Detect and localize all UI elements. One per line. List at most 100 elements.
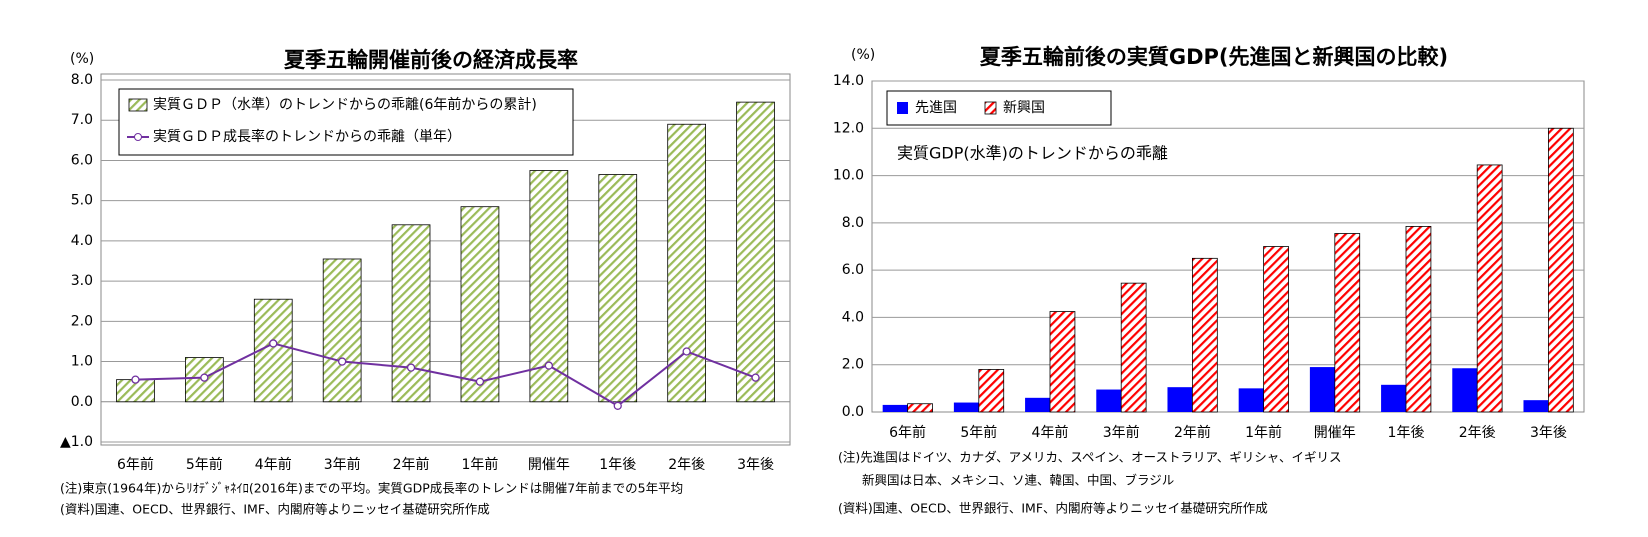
bar xyxy=(1334,233,1361,413)
y-tick-label: 0.0 xyxy=(71,394,93,410)
unit-label: (%) xyxy=(851,47,875,63)
bar xyxy=(598,174,638,403)
x-tick-label: 5年前 xyxy=(186,456,223,473)
legend-swatch xyxy=(134,133,142,141)
bar xyxy=(1167,387,1193,412)
line-marker xyxy=(406,363,416,372)
y-tick-label: 4.0 xyxy=(842,309,864,325)
x-tick-label: 1年後 xyxy=(599,457,636,473)
x-tick-label: 1年前 xyxy=(1245,424,1282,441)
legend-label: 実質ＧＤＰ（水準）のトレンドからの乖離(6年前からの累計) xyxy=(153,96,537,113)
line-marker xyxy=(544,361,553,370)
bar xyxy=(1096,389,1122,412)
bar xyxy=(460,206,500,403)
bar xyxy=(1025,397,1050,412)
legend-swatch xyxy=(128,98,148,112)
y-tick-label: 12.0 xyxy=(833,120,864,136)
bar xyxy=(953,402,979,412)
x-tick-label: 2年後 xyxy=(668,457,705,473)
legend-label: 先進国 xyxy=(915,100,957,116)
note: (資料)国連、OECD、世界銀行、IMF、内閣府等よりニッセイ基礎研究所作成 xyxy=(60,502,490,517)
bar xyxy=(1120,282,1147,413)
bar xyxy=(736,101,775,403)
line xyxy=(135,342,756,408)
x-tick-label: 2年前 xyxy=(393,456,430,473)
bar xyxy=(253,298,293,403)
x-tick-label: 3年前 xyxy=(324,456,361,473)
x-tick-label: 3年後 xyxy=(737,457,774,473)
bar xyxy=(1049,311,1076,413)
y-tick-label: 4.0 xyxy=(71,233,93,249)
y-tick-label: ▲1.0 xyxy=(60,434,93,450)
y-tick-label: 2.0 xyxy=(71,313,93,329)
line-marker xyxy=(200,373,209,382)
bar xyxy=(1452,368,1478,412)
x-tick-label: 6年前 xyxy=(889,424,926,441)
x-tick-label: 2年前 xyxy=(1174,424,1211,441)
line-marker xyxy=(131,375,140,384)
x-tick-label: 4年前 xyxy=(255,456,292,473)
legend-swatch xyxy=(984,101,997,115)
y-tick-label: 10.0 xyxy=(833,168,864,184)
chart: 夏季五輪開催前後の経済成長率 (%) ▲1.0 0.0 1.0 2.0 3.0 4.0 5.0 6… xyxy=(60,48,791,517)
y-tick-label: 6.0 xyxy=(842,262,864,278)
bar xyxy=(907,403,933,413)
x-tick-label: 3年後 xyxy=(1530,425,1567,441)
unit-label: (%) xyxy=(70,51,94,67)
y-tick-label: 3.0 xyxy=(71,273,93,289)
bar xyxy=(1476,164,1503,413)
y-tick-label: 2.0 xyxy=(842,357,864,373)
chart-title: 夏季五輪開催前後の経済成長率 xyxy=(284,48,578,72)
chart: 夏季五輪前後の実質GDP(先進国と新興国の比較) (%) 0.0 2.0 4.0 6.0 8… xyxy=(833,45,1585,516)
line-marker xyxy=(682,347,691,356)
note: (注)東京(1964年)からﾘｵﾃﾞｼﾞｬﾈｲﾛ(2016年)までの平均。実質G… xyxy=(60,481,683,496)
note: (注)先進国はドイツ、カナダ、アメリカ、スペイン、オーストラリア、ギリシャ、イギ… xyxy=(838,450,1342,465)
legend-swatch xyxy=(897,102,908,114)
legend-label: 新興国 xyxy=(1003,100,1045,116)
y-tick-label: 1.0 xyxy=(71,354,93,370)
x-tick-label: 5年前 xyxy=(960,424,997,441)
x-tick-label: 6年前 xyxy=(117,456,154,473)
y-tick-label: 8.0 xyxy=(71,72,93,88)
x-tick-label: 1年前 xyxy=(461,456,498,473)
bar xyxy=(322,258,362,403)
line-marker xyxy=(337,357,347,366)
y-tick-label: 0.0 xyxy=(842,404,864,420)
y-tick-label: 7.0 xyxy=(71,112,93,128)
y-tick-label: 14.0 xyxy=(833,73,864,89)
bar xyxy=(1309,367,1335,412)
bar xyxy=(1405,226,1432,413)
bar xyxy=(1263,246,1289,413)
x-tick-label: 開催年 xyxy=(528,457,570,473)
legend-box xyxy=(118,88,574,156)
bar xyxy=(1192,257,1218,413)
bar xyxy=(1523,400,1549,412)
bar xyxy=(1548,127,1574,413)
chart-title: 夏季五輪前後の実質GDP(先進国と新興国の比較) xyxy=(980,45,1448,69)
x-tick-label: 3年前 xyxy=(1103,424,1140,441)
x-tick-label: 1年後 xyxy=(1388,425,1425,441)
y-tick-label: 6.0 xyxy=(71,152,93,168)
note: (資料)国連、OECD、世界銀行、IMF、内閣府等よりニッセイ基礎研究所作成 xyxy=(838,501,1268,516)
legend-box xyxy=(886,90,1112,126)
bar xyxy=(1381,384,1406,412)
line-marker xyxy=(475,377,485,386)
x-tick-label: 2年後 xyxy=(1459,425,1496,441)
y-tick-label: 5.0 xyxy=(71,193,93,209)
line-marker xyxy=(269,339,278,348)
bar xyxy=(1238,388,1264,412)
annotation: 実質GDP(水準)のトレンドからの乖離 xyxy=(897,144,1168,163)
line-marker xyxy=(613,401,622,410)
note: 新興国は日本、メキシコ、ソ連、韓国、中国、ブラジル xyxy=(862,473,1174,488)
bar xyxy=(978,369,1005,413)
legend-label: 実質ＧＤＰ成長率のトレンドからの乖離（単年） xyxy=(153,128,461,145)
bar xyxy=(391,224,431,403)
x-tick-label: 4年前 xyxy=(1032,424,1069,441)
y-tick-label: 8.0 xyxy=(842,215,864,231)
bar xyxy=(667,123,706,403)
x-tick-label: 開催年 xyxy=(1314,425,1356,441)
plot-area xyxy=(100,73,791,446)
line-marker xyxy=(751,373,760,382)
bar xyxy=(882,404,908,412)
